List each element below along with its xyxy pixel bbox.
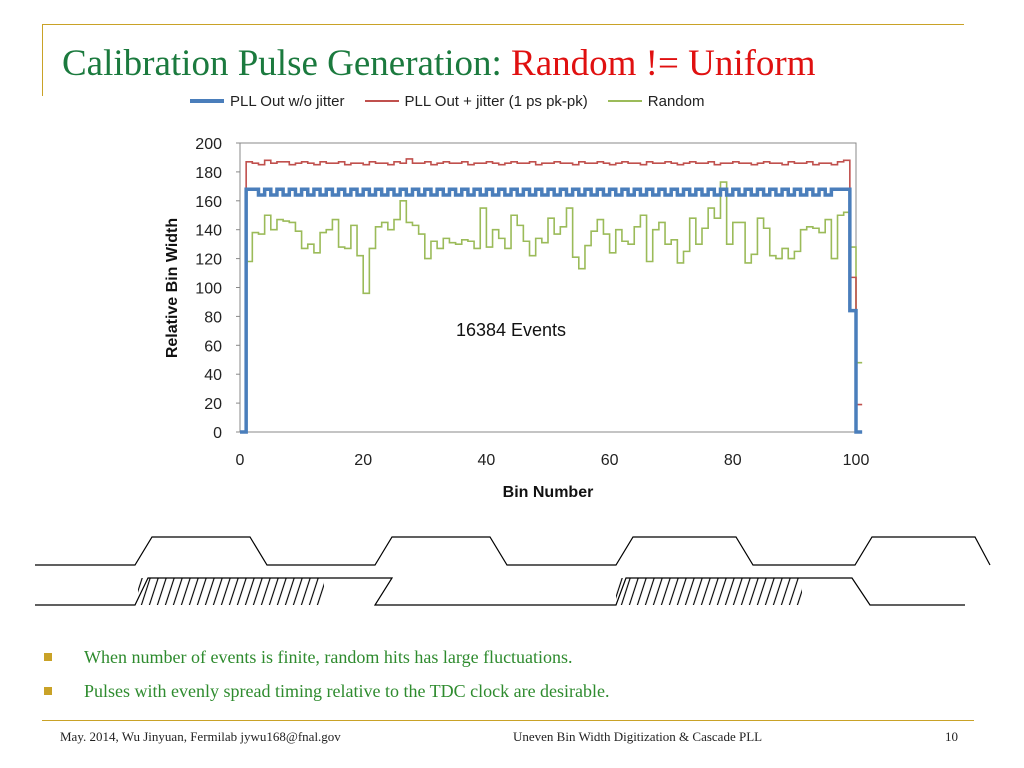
bullet-text: When number of events is finite, random … xyxy=(84,646,573,667)
legend-swatch-no-jitter xyxy=(190,99,224,103)
hatched-window-1 xyxy=(138,578,324,605)
x-axis-label: Bin Number xyxy=(503,484,594,501)
bullet-text: Pulses with evenly spread timing relativ… xyxy=(84,680,610,701)
y-tick-label: 140 xyxy=(195,223,222,240)
y-tick-label: 120 xyxy=(195,252,222,269)
timing-diagram xyxy=(35,536,991,606)
legend-label-random: Random xyxy=(647,92,705,110)
x-tick-label: 0 xyxy=(236,452,245,469)
footer-left: May. 2014, Wu Jinyuan, Fermilab jywu168@… xyxy=(60,729,341,744)
y-tick-label: 80 xyxy=(204,309,222,326)
y-tick-label: 60 xyxy=(204,338,222,355)
events-annotation: 16384 Events xyxy=(456,320,566,340)
bullet-item: When number of events is finite, random … xyxy=(42,640,610,674)
x-tick-label: 80 xyxy=(724,452,742,469)
footer-center: Uneven Bin Width Digitization & Cascade … xyxy=(513,729,763,744)
y-tick-label: 0 xyxy=(213,425,222,442)
legend-item-no-jitter: PLL Out w/o jitter xyxy=(190,93,345,110)
footer-rule xyxy=(42,720,974,721)
y-tick-label: 160 xyxy=(195,194,222,211)
left-rule xyxy=(42,24,43,96)
y-tick-label: 40 xyxy=(204,367,222,384)
slide-title: Calibration Pulse Generation: Random != … xyxy=(62,42,816,85)
legend-label-no-jitter: PLL Out w/o jitter xyxy=(230,92,345,110)
legend-swatch-jitter xyxy=(364,100,399,102)
pulse-waveform xyxy=(35,577,965,606)
series-line-jitter xyxy=(240,158,863,433)
y-tick-label: 100 xyxy=(195,281,222,298)
clock-waveform xyxy=(35,536,991,566)
y-tick-label: 180 xyxy=(195,165,222,182)
title-main: Calibration Pulse Generation: xyxy=(62,43,512,84)
chart-legend: PLL Out w/o jitter PLL Out + jitter (1 p… xyxy=(190,90,724,112)
y-tick-label: 200 xyxy=(195,136,222,153)
histogram-chart: 0 20 40 60 80 100 120 140 160 180 200 0 20 40 60 80 100 B… xyxy=(164,136,870,501)
series-line-random xyxy=(240,181,863,433)
bullet-list: When number of events is finite, random … xyxy=(42,640,610,708)
legend-item-random: Random xyxy=(607,92,705,110)
series-line-no-jitter xyxy=(240,187,863,434)
bullet-marker xyxy=(44,687,52,695)
x-tick-label: 40 xyxy=(478,452,496,469)
bullet-item: Pulses with evenly spread timing relativ… xyxy=(42,674,610,708)
legend-label-jitter: PLL Out + jitter (1 ps pk-pk) xyxy=(404,92,588,110)
page-number: 10 xyxy=(945,729,958,744)
y-axis-label: Relative Bin Width xyxy=(164,218,181,358)
legend-swatch-random xyxy=(607,100,642,102)
bullet-marker xyxy=(44,653,52,661)
y-tick-label: 20 xyxy=(204,396,222,413)
legend-item-jitter: PLL Out + jitter (1 ps pk-pk) xyxy=(364,92,588,110)
top-rule xyxy=(42,24,964,25)
x-tick-label: 20 xyxy=(354,452,372,469)
title-accent: Random != Uniform xyxy=(511,43,816,84)
x-tick-label: 60 xyxy=(601,452,619,469)
x-tick-label: 100 xyxy=(843,452,870,469)
hatched-window-2 xyxy=(616,578,802,605)
